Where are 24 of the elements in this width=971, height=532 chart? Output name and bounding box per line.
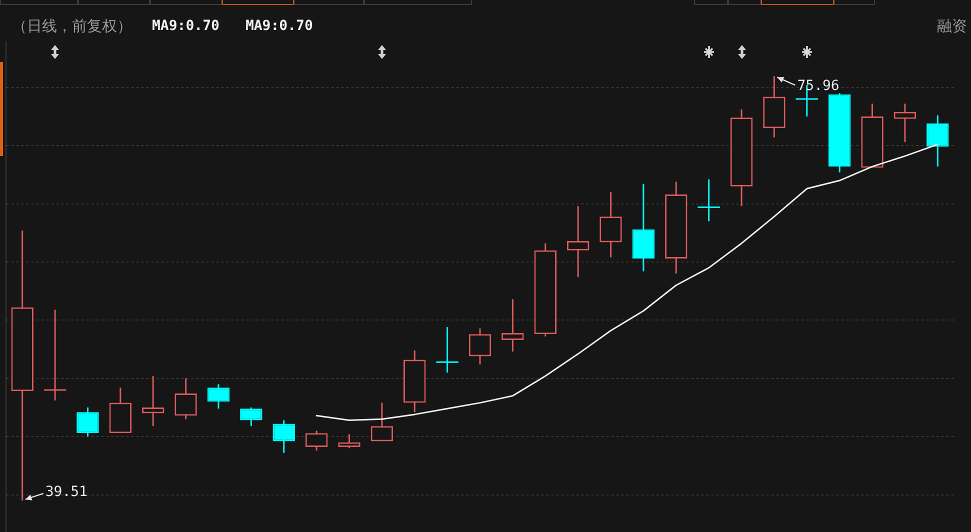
chart-title: （日线，前复权） [12, 16, 132, 36]
candlestick [174, 378, 197, 420]
candlestick [76, 406, 99, 438]
candlestick [142, 375, 164, 427]
candlestick [240, 406, 262, 427]
text: MA9:0.70 [152, 18, 220, 34]
candlestick [207, 383, 230, 410]
candlestick [894, 102, 916, 143]
text: MA9:0.70 [245, 18, 313, 34]
candlestick [600, 191, 622, 258]
candlestick [502, 298, 524, 352]
candlestick [566, 205, 590, 278]
annotation: 75.96 [797, 78, 840, 94]
annotation: 39.51 [45, 484, 88, 500]
candlestick [272, 420, 295, 454]
candlestick [926, 114, 949, 168]
candlestick [696, 178, 721, 222]
candlestick [305, 430, 328, 452]
candlestick [43, 308, 67, 402]
candlestick [435, 326, 460, 374]
candlestick [370, 402, 394, 442]
text: 融资 [937, 16, 967, 36]
candlestick [338, 433, 360, 449]
candlestick [468, 328, 492, 366]
